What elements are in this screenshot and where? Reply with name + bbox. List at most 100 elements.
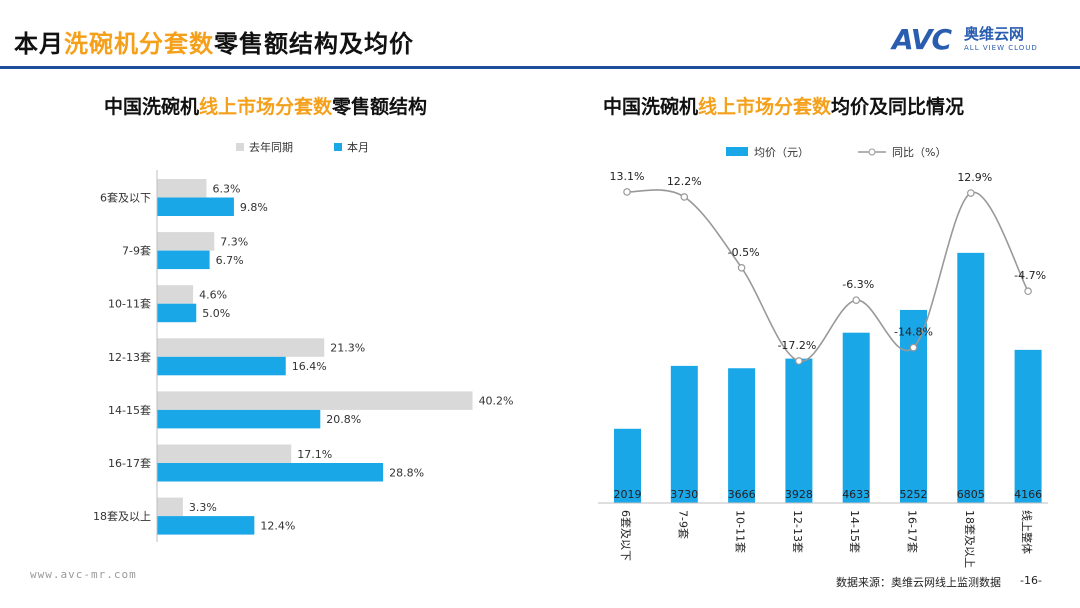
category-label: 10-11套	[734, 510, 747, 553]
value-label-lastyear: 6.3%	[212, 182, 240, 195]
category-label: 7-9套	[676, 510, 689, 539]
bar-lastyear	[157, 444, 292, 463]
right-title-highlight: 线上市场分套数	[698, 96, 832, 118]
title-rule	[0, 66, 1080, 69]
yoy-point	[909, 343, 918, 352]
category-label: 18套及以上	[93, 510, 151, 523]
legend-swatch-lastyear	[236, 143, 244, 151]
yoy-value-label: -14.8%	[894, 326, 933, 339]
page-number: -16-	[1020, 574, 1042, 587]
left-title-post: 零售额结构	[332, 96, 428, 118]
category-label: 16-17套	[108, 457, 151, 470]
value-label-lastyear: 3.3%	[189, 501, 217, 514]
legend-swatch-price	[726, 147, 748, 156]
value-label-current: 28.8%	[389, 466, 424, 479]
value-label-lastyear: 40.2%	[479, 395, 514, 408]
yoy-value-label: 12.2%	[667, 175, 702, 188]
legend-label-lastyear: 去年同期	[249, 140, 293, 154]
title-post: 零售额结构及均价	[214, 30, 414, 58]
category-label: 10-11套	[108, 298, 151, 311]
bar-value-label: 3730	[670, 488, 698, 501]
logo-cn: 奥维云网	[964, 25, 1025, 43]
yoy-point	[737, 263, 746, 272]
bar-price	[785, 358, 813, 503]
yoy-value-label: -6.3%	[842, 278, 874, 291]
yoy-value-label: 13.1%	[610, 170, 645, 183]
price-combo-chart: 均价（元） 同比（%） 2019 6套及以下 3730 7-9套 3666 10-11套 392…	[598, 146, 1048, 568]
yoy-value-label: -17.2%	[777, 339, 816, 352]
value-label-current: 12.4%	[260, 519, 295, 532]
category-label: 14-15套	[848, 510, 861, 553]
bar-value-label: 5252	[900, 488, 928, 501]
bar-current	[157, 516, 255, 535]
title-highlight: 洗碗机分套数	[64, 30, 214, 58]
bar-current	[157, 463, 384, 482]
structure-bar-chart: 去年同期 本月 6.3%9.8% 6套及以下 7.3% 6.7% 7-9套 4.6% 5.0% 1…	[93, 140, 514, 542]
bar-lastyear	[157, 285, 194, 304]
bar-value-label: 4633	[842, 488, 870, 501]
value-label-current: 5.0%	[202, 307, 230, 320]
category-label: 12-13套	[791, 510, 804, 553]
bar-value-label: 3928	[785, 488, 813, 501]
bar-price	[614, 428, 641, 503]
avc-logo: AVC 奥维云网 ALL VIEW CLOUD	[892, 25, 1062, 55]
yoy-point	[966, 189, 975, 197]
legend-label-current: 本月	[347, 140, 369, 154]
value-label-current: 20.8%	[326, 413, 361, 426]
category-label: 线上整体	[1020, 510, 1034, 554]
legend-label-yoy: 同比（%）	[892, 146, 946, 159]
legend-swatch-current	[334, 143, 342, 151]
bar-value-label: 4166	[1014, 488, 1042, 501]
bar-price	[900, 309, 927, 503]
bar-value-label: 2019	[614, 488, 642, 501]
yoy-value-label: 12.9%	[957, 171, 992, 184]
category-label: 6套及以下	[100, 192, 151, 205]
category-label: 18套及以上	[963, 510, 976, 568]
value-label-lastyear: 17.1%	[297, 448, 332, 461]
data-source: 数据来源：奥维云网线上监测数据	[836, 576, 1001, 589]
yoy-value-label: -4.7%	[1014, 269, 1046, 282]
logo-en: ALL VIEW CLOUD	[964, 44, 1038, 52]
category-label: 6套及以下	[619, 510, 632, 561]
category-label: 7-9套	[122, 245, 151, 258]
yoy-point	[623, 188, 631, 196]
right-title-pre: 中国洗碗机	[603, 96, 699, 118]
title-pre: 本月	[14, 30, 64, 58]
left-title-pre: 中国洗碗机	[104, 96, 200, 118]
bar-price	[957, 252, 985, 503]
left-chart-title: 中国洗碗机线上市场分套数零售额结构	[104, 92, 427, 119]
logo-mark: AVC	[892, 23, 952, 56]
bar-current	[157, 409, 321, 429]
bar-price	[670, 365, 698, 503]
value-label-current: 9.8%	[240, 201, 268, 214]
bar-value-label: 3666	[728, 488, 756, 501]
footer-url: www.avc-mr.com	[30, 568, 137, 581]
right-title-post: 均价及同比情况	[831, 96, 965, 118]
bar-current	[157, 197, 234, 216]
bar-lastyear	[157, 391, 473, 410]
bar-value-label: 6805	[957, 488, 985, 501]
bar-lastyear	[157, 232, 215, 251]
value-label-lastyear: 21.3%	[330, 342, 365, 355]
bar-current	[157, 250, 210, 270]
bar-current	[157, 303, 197, 323]
bar-price	[728, 368, 756, 503]
value-label-lastyear: 4.6%	[199, 288, 227, 301]
right-chart-title: 中国洗碗机线上市场分套数均价及同比情况	[603, 92, 964, 119]
bar-price	[1014, 349, 1042, 503]
yoy-point	[1024, 287, 1032, 296]
value-label-current: 16.4%	[292, 360, 327, 373]
left-title-highlight: 线上市场分套数	[199, 96, 333, 118]
bar-lastyear	[157, 497, 183, 517]
legend-label-price: 均价（元）	[754, 146, 809, 159]
bar-lastyear	[157, 338, 325, 357]
bar-current	[157, 356, 286, 376]
category-label: 14-15套	[108, 404, 151, 417]
page-title: 本月洗碗机分套数零售额结构及均价	[14, 24, 414, 59]
category-label: 12-13套	[108, 351, 151, 364]
yoy-point	[852, 296, 861, 304]
bar-lastyear	[157, 179, 207, 198]
legend-marker-yoy	[868, 148, 876, 156]
value-label-lastyear: 7.3%	[220, 235, 248, 248]
